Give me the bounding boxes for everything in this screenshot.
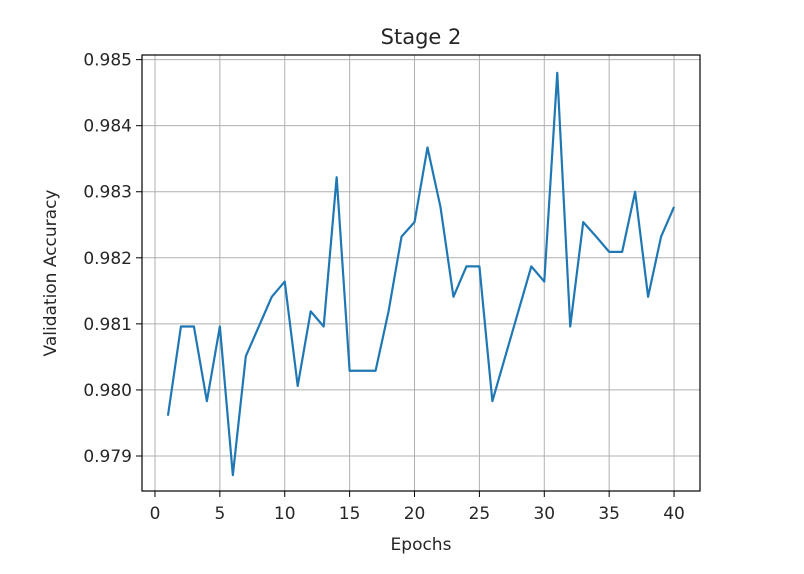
x-tick-label: 5 <box>214 504 225 524</box>
x-tick-label: 15 <box>339 504 361 524</box>
grid <box>142 55 700 491</box>
y-tick-label: 0.979 <box>83 447 132 467</box>
x-tick-label: 20 <box>404 504 426 524</box>
x-tick-label: 30 <box>533 504 555 524</box>
y-tick-label: 0.984 <box>83 117 132 137</box>
x-tick-label: 35 <box>598 504 620 524</box>
y-tick-label: 0.980 <box>83 381 132 401</box>
series-layer <box>166 71 676 477</box>
x-tick-label: 40 <box>663 504 685 524</box>
plot-frame <box>141 54 701 492</box>
y-tick-label: 0.981 <box>83 315 132 335</box>
x-axis-label: Epochs <box>391 535 452 555</box>
x-tick-label: 0 <box>150 504 161 524</box>
ticks: 0 5 10 15 20 25 30 35 40 0.979 0.980 0.981 0.982 0.98… <box>83 51 685 524</box>
y-tick-label: 0.985 <box>83 51 132 71</box>
series-line <box>166 71 676 477</box>
chart-title: Stage 2 <box>381 25 462 49</box>
y-tick-label: 0.983 <box>83 183 132 203</box>
y-axis-label: Validation Accuracy <box>41 190 61 357</box>
y-tick-label: 0.982 <box>83 249 132 269</box>
x-tick-label: 25 <box>469 504 491 524</box>
x-tick-label: 10 <box>274 504 296 524</box>
